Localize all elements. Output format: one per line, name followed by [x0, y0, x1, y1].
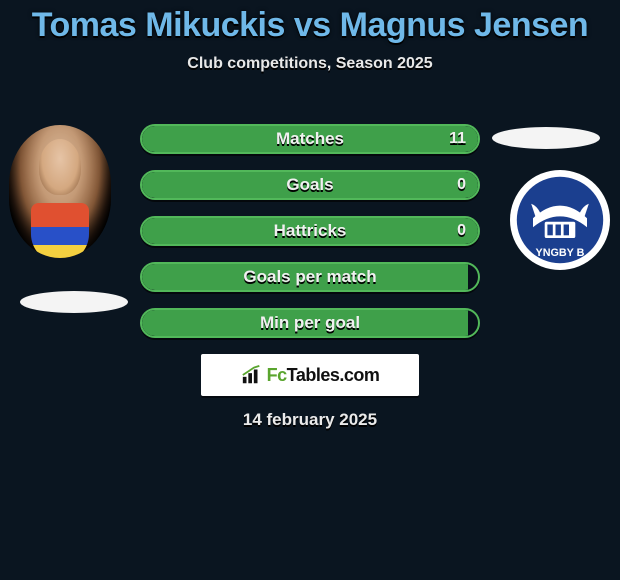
- stat-row: Min per goal: [140, 308, 480, 338]
- stat-value: 0: [457, 218, 466, 244]
- stat-label: Goals: [142, 172, 478, 198]
- stat-value: 0: [457, 172, 466, 198]
- club-badge-text: YNGBY B: [536, 247, 585, 259]
- comparison-infographic: Tomas Mikuckis vs Magnus Jensen Club com…: [0, 0, 620, 580]
- bar-chart-icon: [241, 364, 263, 386]
- stat-row: Goals per match: [140, 262, 480, 292]
- stat-row: Hattricks0: [140, 216, 480, 246]
- stat-row: Matches11: [140, 124, 480, 154]
- player-right-club-badge: YNGBY B: [510, 170, 610, 270]
- player-right-name-oval: [492, 127, 600, 149]
- page-subtitle: Club competitions, Season 2025: [0, 55, 620, 73]
- brand-box: FcTables.com: [201, 354, 419, 396]
- stat-label: Goals per match: [142, 264, 478, 290]
- page-title: Tomas Mikuckis vs Magnus Jensen: [0, 0, 620, 45]
- stat-row: Goals0: [140, 170, 480, 200]
- stat-label: Matches: [142, 126, 478, 152]
- club-badge-icon: YNGBY B: [515, 175, 605, 265]
- player-left-avatar: [9, 125, 111, 258]
- player-left-name-oval: [20, 291, 128, 313]
- stat-value: 11: [449, 126, 466, 152]
- stat-label: Min per goal: [142, 310, 478, 336]
- stat-label: Hattricks: [142, 218, 478, 244]
- infographic-date: 14 february 2025: [0, 410, 620, 430]
- stats-bars: Matches11Goals0Hattricks0Goals per match…: [140, 124, 480, 354]
- brand-text: FcTables.com: [267, 365, 380, 386]
